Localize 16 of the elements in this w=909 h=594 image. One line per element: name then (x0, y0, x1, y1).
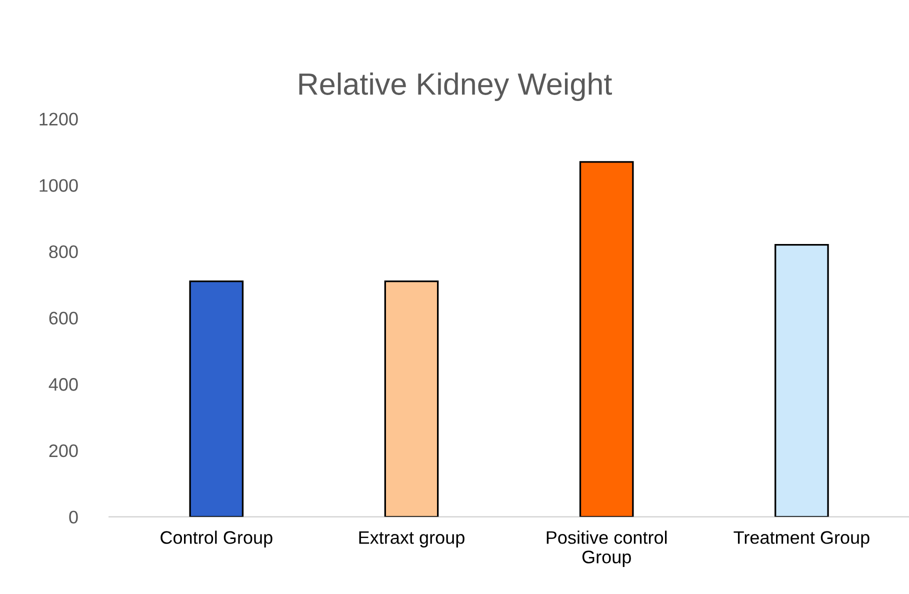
y-tick-label: 600 (49, 312, 78, 325)
bar (774, 244, 829, 517)
bar (579, 161, 634, 517)
y-tick-label: 1000 (40, 179, 78, 192)
x-tick-label: Extraxt group (359, 531, 464, 548)
x-tick-label: Control Group (160, 530, 272, 548)
y-tick-label: 800 (49, 245, 78, 258)
x-tick-label: Positive control Group (546, 530, 667, 567)
y-tick-label: 400 (48, 378, 78, 391)
chart-title: Relative Kidney Weight (299, 72, 612, 101)
y-tick-label: 200 (49, 444, 78, 458)
bar (384, 280, 439, 517)
y-tick-label: 0 (69, 510, 78, 524)
x-tick-label: Treatment Group (734, 531, 870, 548)
bar (189, 280, 244, 517)
y-tick-label: 1200 (40, 112, 78, 126)
